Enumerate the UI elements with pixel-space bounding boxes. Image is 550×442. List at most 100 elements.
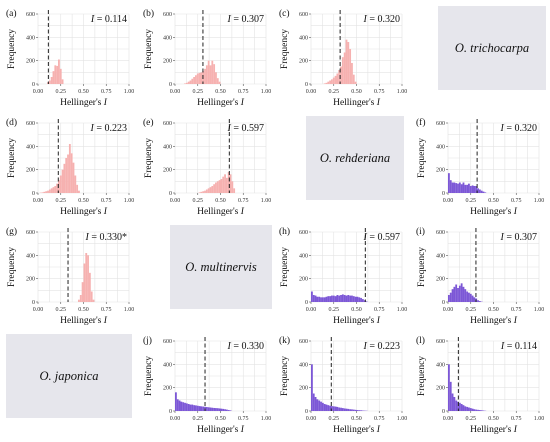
histogram-bar bbox=[90, 291, 93, 302]
histogram-bar bbox=[354, 81, 357, 84]
histogram-bar bbox=[338, 407, 341, 411]
histogram-bar bbox=[48, 189, 51, 193]
histogram-bar bbox=[76, 184, 79, 193]
species-name: O. multinervis bbox=[185, 259, 257, 274]
histogram-bar bbox=[311, 291, 313, 302]
histogram-bar bbox=[67, 154, 69, 193]
x-tick-label: 0.50 bbox=[488, 416, 499, 422]
histogram-bar bbox=[176, 399, 179, 411]
histogram-bar bbox=[88, 272, 91, 302]
x-tick-label: 0.25 bbox=[466, 416, 477, 422]
x-tick-label: 0.25 bbox=[193, 198, 204, 204]
x-tick-label: 1.00 bbox=[124, 89, 135, 95]
histogram-bar bbox=[227, 410, 230, 411]
histogram-bar bbox=[358, 297, 361, 302]
histogram-bar bbox=[224, 174, 226, 193]
histogram-bar bbox=[207, 60, 210, 84]
histogram-bar bbox=[318, 400, 321, 411]
histogram-bar bbox=[175, 392, 177, 411]
x-tick-label: 1.00 bbox=[534, 307, 545, 313]
histogram-bar bbox=[220, 408, 223, 411]
x-axis-label: Hellinger's I bbox=[60, 98, 108, 108]
y-tick-label: 0 bbox=[32, 82, 35, 88]
histogram-bar bbox=[92, 299, 95, 302]
histogram-bar bbox=[196, 73, 199, 84]
y-tick-label: 600 bbox=[436, 121, 445, 127]
x-tick-label: 0.00 bbox=[443, 416, 454, 422]
x-tick-label: 1.00 bbox=[124, 307, 135, 313]
histogram-bar bbox=[215, 72, 217, 84]
histogram-bar bbox=[200, 72, 203, 84]
histogram-bar bbox=[458, 182, 461, 193]
y-tick-label: 0 bbox=[442, 409, 445, 415]
histogram-bar bbox=[336, 295, 339, 302]
histogram-bar bbox=[320, 401, 322, 411]
panel-label: (c) bbox=[279, 8, 290, 19]
x-tick-label: 0.75 bbox=[511, 198, 522, 204]
histogram-bar bbox=[341, 408, 344, 411]
histogram-bar bbox=[329, 80, 332, 84]
y-tick-label: 400 bbox=[299, 35, 308, 41]
histogram-bar bbox=[316, 399, 319, 411]
x-tick-label: 0.50 bbox=[78, 198, 89, 204]
histogram-bar bbox=[464, 184, 467, 193]
histogram-bar bbox=[224, 409, 226, 411]
histogram-bar bbox=[338, 70, 341, 84]
histogram-bar bbox=[202, 406, 205, 411]
x-tick-label: 1.00 bbox=[124, 198, 135, 204]
histogram-panel-a: 0.00 0.25 0.50 0.75 1.00 0 200 400 600 Hellinger'… bbox=[6, 8, 134, 108]
species-label-rehderiana: O. rehderiana bbox=[306, 116, 404, 200]
x-tick-label: 1.00 bbox=[397, 89, 408, 95]
histogram-bar bbox=[189, 404, 192, 411]
y-tick-label: 0 bbox=[32, 191, 35, 197]
histogram-bar bbox=[81, 282, 84, 302]
histogram-bar bbox=[478, 301, 481, 302]
histogram-bar bbox=[341, 57, 344, 84]
histogram-bar bbox=[184, 83, 186, 84]
histogram-bar bbox=[225, 409, 228, 411]
species-label-trichocarpa: O. trichocarpa bbox=[438, 6, 546, 90]
x-tick-label: 0.00 bbox=[170, 416, 181, 422]
y-tick-label: 600 bbox=[436, 339, 445, 345]
histogram-bar bbox=[83, 263, 86, 302]
histogram-bar bbox=[449, 292, 452, 302]
histogram-bar bbox=[207, 188, 210, 193]
y-tick-label: 200 bbox=[26, 168, 35, 174]
y-tick-label: 600 bbox=[299, 230, 308, 236]
histogram-bar bbox=[61, 169, 64, 193]
y-tick-label: 0 bbox=[305, 300, 308, 306]
histogram-bar bbox=[358, 410, 361, 411]
histogram-bar bbox=[336, 406, 339, 411]
histogram-bar bbox=[198, 72, 201, 84]
x-tick-label: 1.00 bbox=[261, 198, 272, 204]
histogram-bar bbox=[471, 185, 474, 193]
histogram-bar bbox=[185, 403, 188, 411]
histogram-bar bbox=[41, 192, 44, 193]
histogram-bar bbox=[204, 68, 206, 84]
histogram-bar bbox=[72, 162, 75, 193]
histogram-bar bbox=[334, 406, 337, 411]
histogram-bar bbox=[451, 393, 454, 411]
histogram-bar bbox=[63, 163, 66, 193]
histogram-bar bbox=[473, 297, 476, 302]
histogram-bar bbox=[211, 60, 214, 84]
histogram-bar bbox=[477, 188, 479, 193]
histogram-bar bbox=[187, 404, 190, 411]
x-tick-label: 0.75 bbox=[238, 416, 249, 422]
species-name: O. trichocarpa bbox=[454, 40, 530, 55]
histogram-bar bbox=[48, 80, 51, 84]
y-tick-label: 200 bbox=[163, 386, 172, 392]
histogram-bar bbox=[354, 296, 357, 302]
y-tick-label: 400 bbox=[163, 362, 172, 368]
histogram-bar bbox=[216, 181, 219, 193]
histogram-bar bbox=[480, 410, 483, 411]
histogram-bar bbox=[351, 409, 353, 411]
histogram-bar bbox=[331, 295, 333, 302]
y-tick-label: 600 bbox=[26, 230, 35, 236]
observed-value-label: I = 0.307 bbox=[227, 14, 264, 25]
y-tick-label: 0 bbox=[442, 191, 445, 197]
x-tick-label: 0.50 bbox=[488, 198, 499, 204]
x-tick-label: 0.25 bbox=[329, 416, 340, 422]
histogram-bar bbox=[349, 409, 352, 411]
histogram-bar bbox=[321, 402, 324, 411]
